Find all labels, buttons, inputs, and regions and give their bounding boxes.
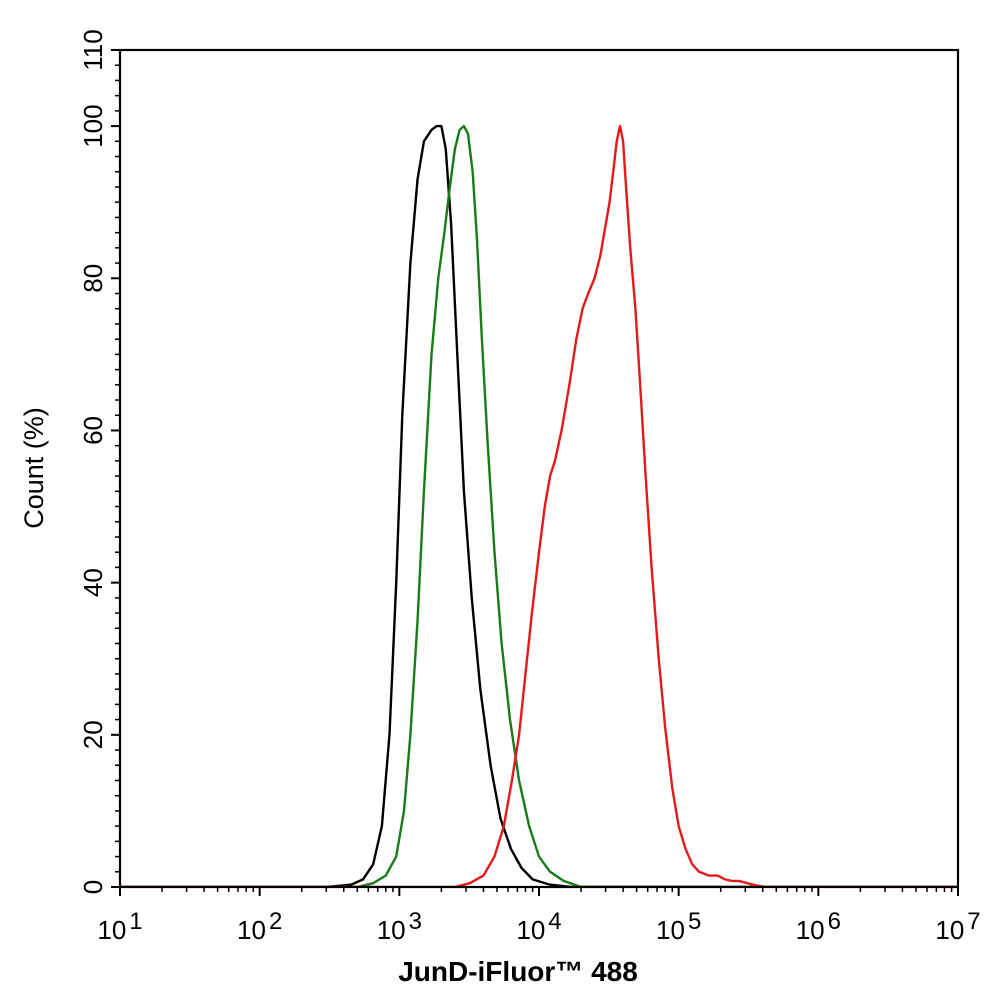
- series-line-2: [120, 124, 958, 887]
- plot-frame: [118, 48, 960, 889]
- x-tick-label: 10 6: [796, 908, 841, 945]
- series-line-1: [120, 124, 958, 887]
- x-tick-label: 10 7: [935, 908, 980, 945]
- x-tick-label: 10 2: [237, 908, 282, 945]
- axis-layer: 10 1 10 2 10 3 10 4 10 5 10 6 10 7 0 20 40 60 80 100 110: [78, 29, 981, 945]
- x-tick-label: 10 1: [97, 908, 142, 945]
- y-tick-label: 40: [78, 568, 108, 597]
- y-tick-label: 0: [78, 880, 108, 894]
- y-tick-label: 100: [78, 104, 108, 147]
- x-tick-label: 10 5: [656, 908, 701, 945]
- y-tick-label: 110: [78, 29, 108, 70]
- x-axis-title: JunD-iFluor™ 488: [398, 956, 638, 987]
- x-tick-label: 10 3: [377, 908, 422, 945]
- series-line-3: [120, 124, 958, 887]
- y-tick-label: 20: [78, 720, 108, 749]
- x-tick-label: 10 4: [516, 908, 561, 945]
- y-tick-label: 60: [78, 416, 108, 445]
- y-axis-title: Count (%): [19, 407, 49, 529]
- y-tick-label: 80: [78, 264, 108, 293]
- series-layer: [120, 124, 958, 887]
